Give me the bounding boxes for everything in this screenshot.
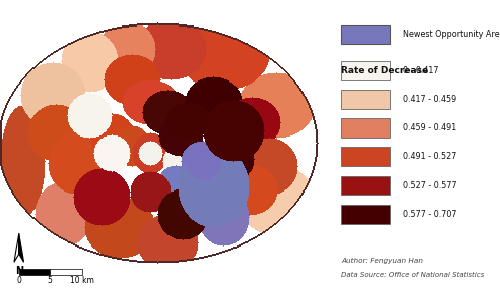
Text: 0: 0: [16, 276, 21, 285]
Bar: [342, 61, 390, 80]
Bar: [342, 90, 390, 109]
Polygon shape: [14, 233, 19, 262]
Text: 0.577 - 0.707: 0.577 - 0.707: [404, 210, 457, 219]
Bar: [342, 118, 390, 137]
Text: 0.417 - 0.459: 0.417 - 0.459: [404, 95, 456, 104]
Text: Rate of Decrease: Rate of Decrease: [342, 66, 428, 75]
Text: 0.527 - 0.577: 0.527 - 0.577: [404, 181, 457, 190]
Text: Newest Opportunity Area: Newest Opportunity Area: [404, 30, 500, 39]
Bar: [342, 147, 390, 166]
Bar: [342, 176, 390, 195]
Text: 10 km: 10 km: [70, 276, 94, 285]
Text: Data Source: Office of National Statistics: Data Source: Office of National Statisti…: [342, 272, 484, 278]
Text: 5: 5: [48, 276, 52, 285]
Text: 0 - 0.417: 0 - 0.417: [404, 66, 439, 75]
Text: N: N: [14, 266, 23, 276]
Text: 0.459 - 0.491: 0.459 - 0.491: [404, 124, 456, 132]
Polygon shape: [19, 233, 24, 262]
Bar: [19, 269, 50, 275]
Text: 0.491 - 0.527: 0.491 - 0.527: [404, 152, 457, 161]
Bar: [342, 205, 390, 224]
Bar: [50, 269, 82, 275]
Bar: [342, 25, 390, 44]
Text: Author: Fengyuan Han: Author: Fengyuan Han: [342, 258, 423, 264]
